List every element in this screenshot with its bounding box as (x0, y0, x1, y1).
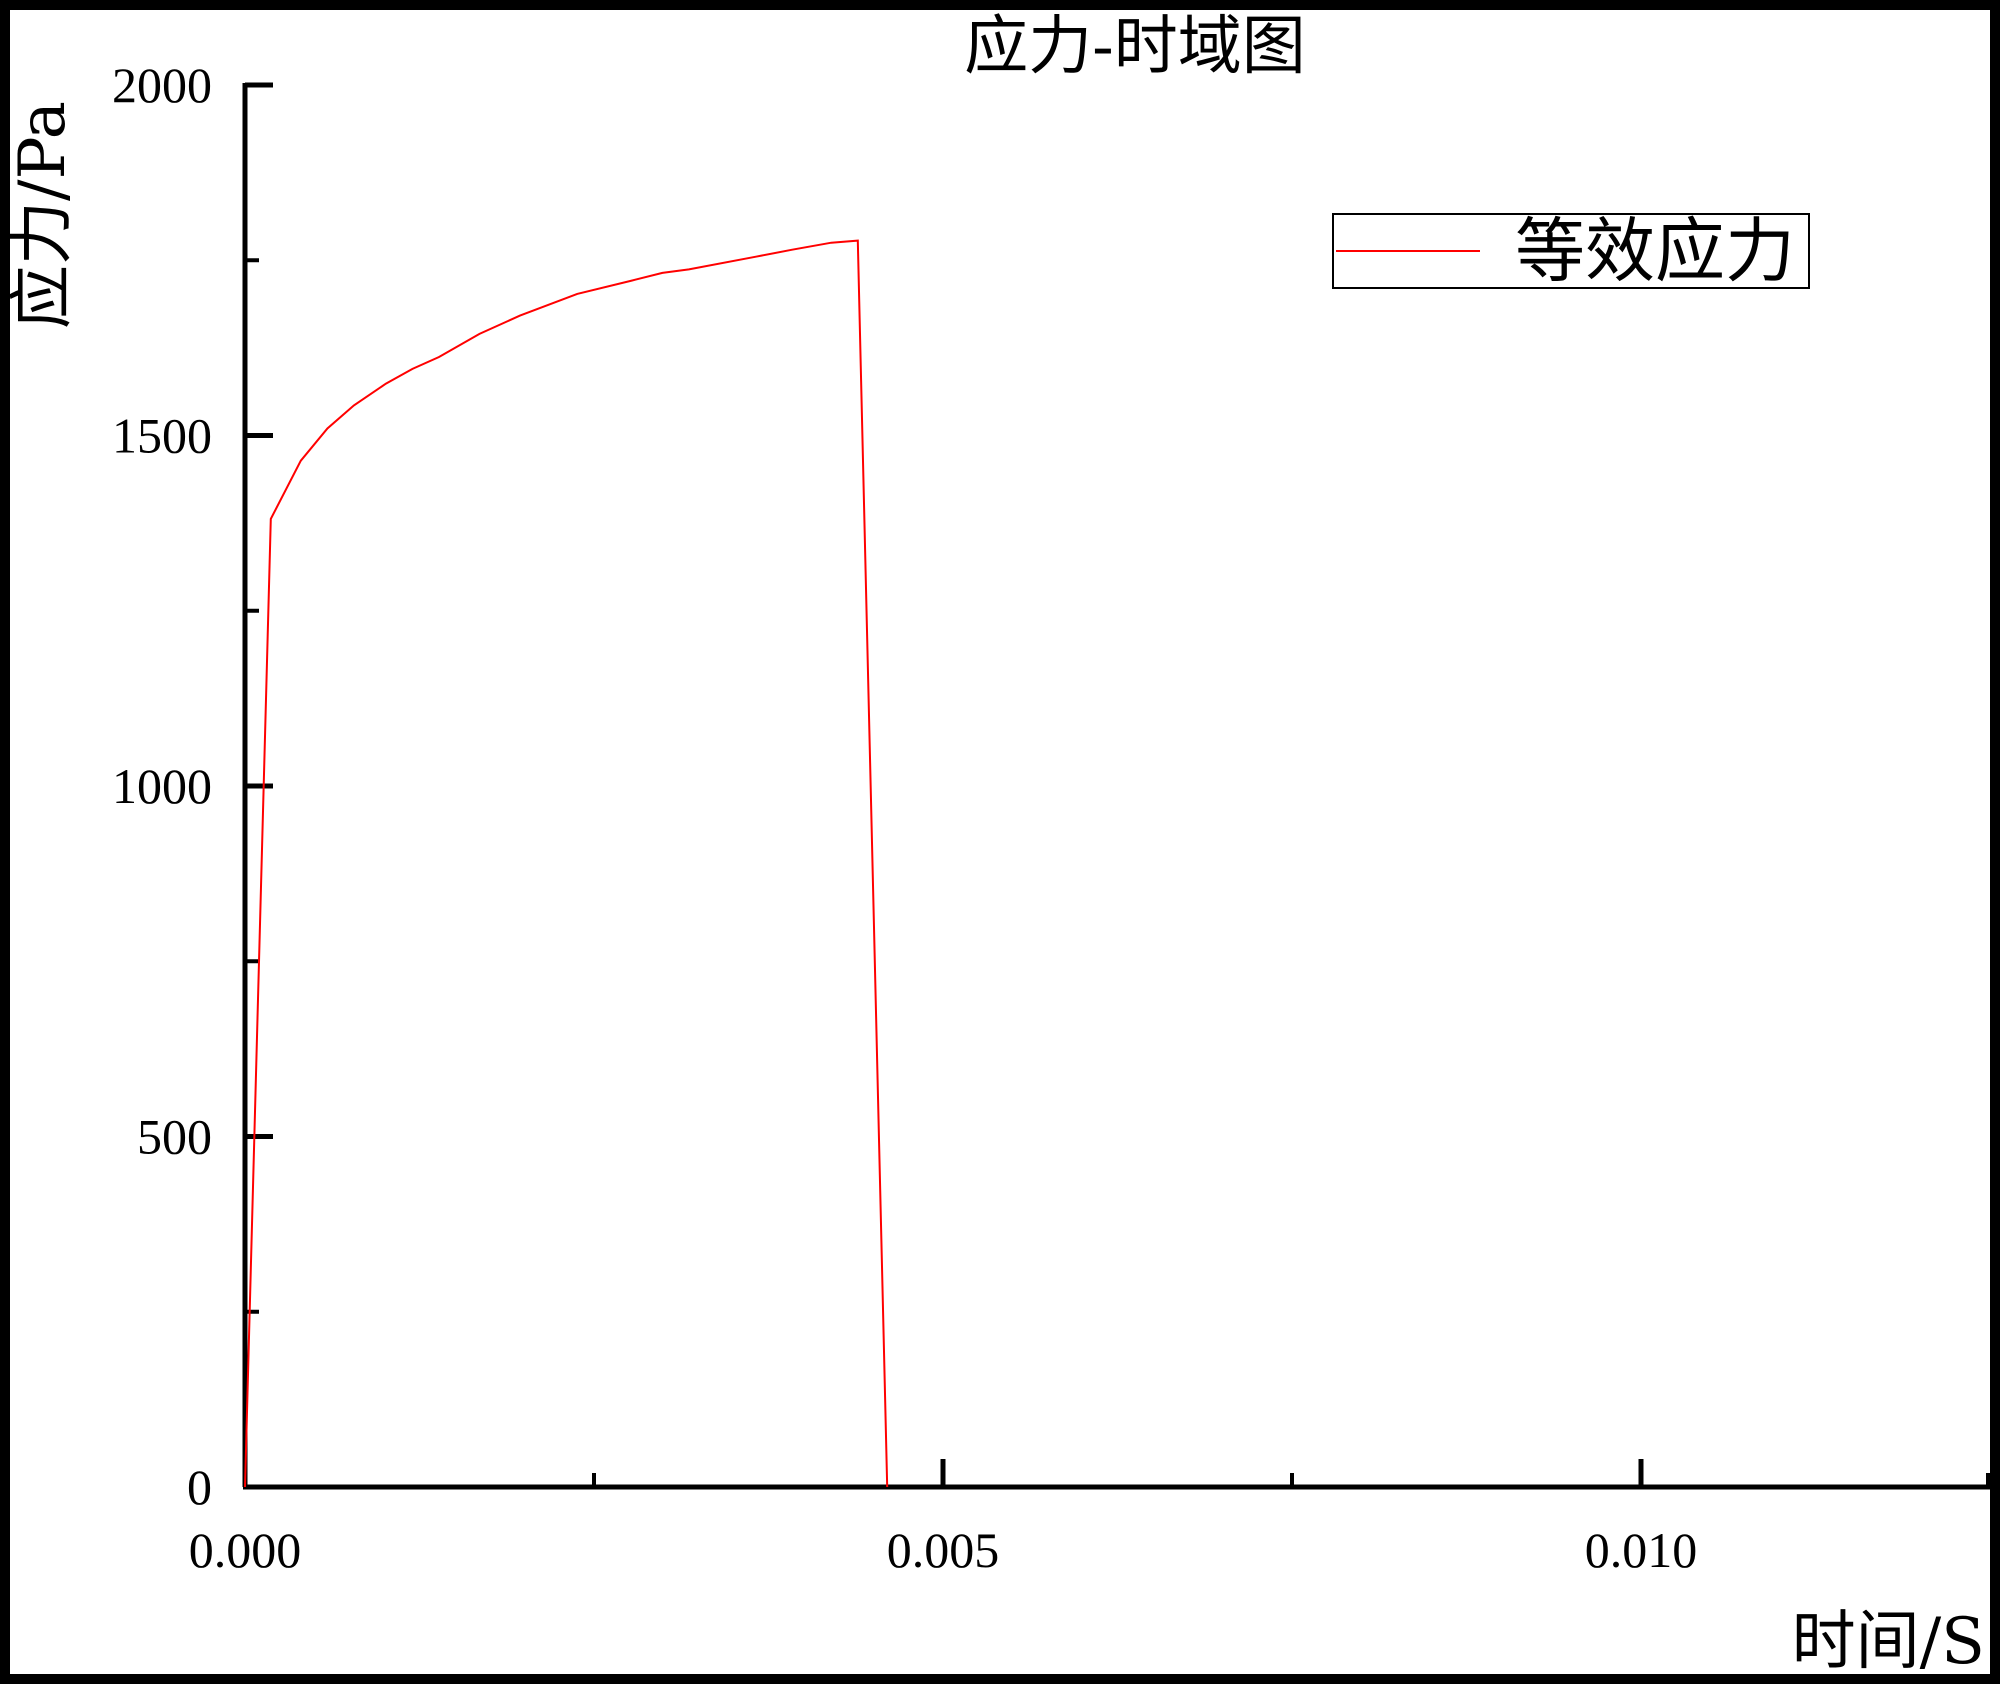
legend: 等效应力 (1332, 210, 1810, 292)
x-axis-title: 时间/S (1792, 1605, 1985, 1679)
y-axis-title: 应力/Pa (6, 101, 80, 329)
chart-title: 应力-时域图 (964, 10, 1306, 84)
series-line-equivalent-stress (244, 239, 889, 1488)
axes: 0 500 1000 1500 2000 0.000 0.005 0.010 (112, 57, 1990, 1578)
x-tick-label: 0.000 (189, 1522, 302, 1578)
y-tick-label: 1500 (112, 408, 212, 464)
y-tick-label: 0 (187, 1459, 212, 1515)
series-layer (244, 239, 889, 1488)
x-tick-label: 0.010 (1585, 1522, 1698, 1578)
y-tick-label: 500 (137, 1109, 212, 1165)
y-tick-label: 1000 (112, 758, 212, 814)
y-tick-label: 2000 (112, 57, 212, 113)
x-tick-label: 0.005 (887, 1522, 1000, 1578)
legend-label: 等效应力 (1515, 210, 1795, 292)
